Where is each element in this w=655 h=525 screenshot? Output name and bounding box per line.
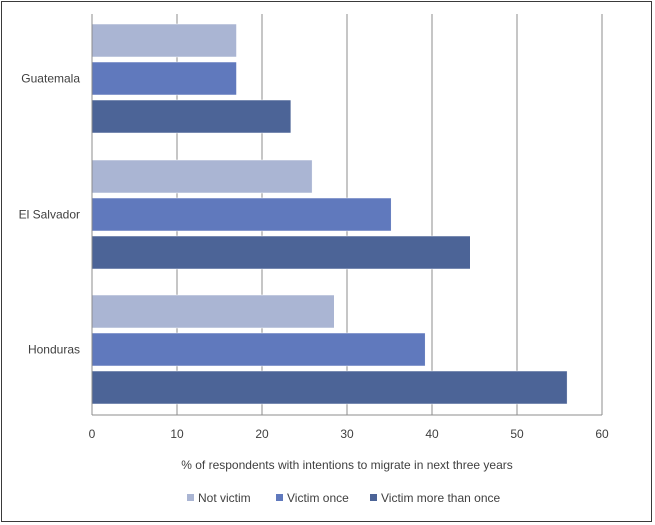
bar-honduras-not-victim (91, 294, 335, 329)
x-tick-label: 30 (340, 427, 354, 441)
category-labels: Guatemala El Salvador Honduras (19, 72, 81, 357)
bar-el-salvador-victim-once (91, 197, 392, 232)
category-label: Guatemala (21, 72, 80, 86)
x-tick-label: 0 (89, 427, 96, 441)
x-axis-title: % of respondents with intentions to migr… (181, 458, 513, 472)
bar-honduras-victim-once (91, 332, 426, 367)
legend-swatch (276, 494, 283, 501)
bar-el-salvador-not-victim (91, 159, 313, 194)
legend-label: Not victim (198, 491, 251, 505)
bar-honduras-victim-more-than-once (91, 370, 568, 405)
legend-swatch (187, 494, 194, 501)
category-label: Honduras (28, 343, 80, 357)
x-tick-label: 40 (425, 427, 439, 441)
bar-guatemala-victim-once (91, 61, 237, 96)
axes (91, 14, 602, 416)
bars (91, 23, 568, 405)
bar-guatemala-not-victim (91, 23, 237, 58)
legend-label: Victim more than once (381, 491, 500, 505)
x-tick-label: 50 (510, 427, 524, 441)
x-tick-label: 60 (595, 427, 609, 441)
legend-swatch (370, 494, 377, 501)
bar-el-salvador-victim-more-than-once (91, 235, 471, 270)
category-label: El Salvador (19, 208, 80, 222)
legend: Not victim Victim once Victim more than on… (187, 491, 500, 505)
x-tick-label: 10 (170, 427, 184, 441)
x-tick-labels: 0 10 20 30 40 50 60 (89, 427, 609, 441)
bar-guatemala-victim-more-than-once (91, 99, 292, 134)
legend-label: Victim once (287, 491, 349, 505)
x-tick-label: 20 (255, 427, 269, 441)
